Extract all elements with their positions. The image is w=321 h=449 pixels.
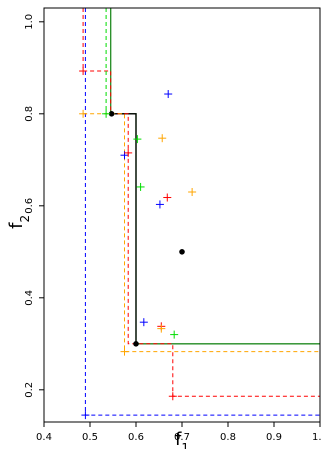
y-tick-label: 0.2 bbox=[24, 382, 35, 398]
data-point-plus bbox=[168, 392, 177, 401]
data-point-plus bbox=[163, 193, 172, 202]
data-point-dot bbox=[133, 341, 139, 347]
data-point-plus bbox=[164, 90, 173, 99]
x-axis-label: f1 bbox=[175, 429, 189, 449]
y-axis-label-main: f bbox=[6, 222, 27, 229]
data-point-plus bbox=[139, 318, 148, 327]
x-tick-label: 0.7 bbox=[174, 432, 190, 443]
data-point-plus bbox=[136, 182, 145, 191]
x-tick-label: 0.6 bbox=[128, 432, 144, 443]
data-point-plus bbox=[157, 324, 166, 333]
y-tick-label: 0.6 bbox=[24, 198, 35, 214]
data-point-plus bbox=[158, 134, 167, 143]
y-tick-label: 1.0 bbox=[24, 14, 35, 30]
x-tick-label: 0.4 bbox=[36, 432, 52, 443]
data-point-plus bbox=[124, 148, 133, 157]
data-point-plus bbox=[102, 109, 111, 118]
data-point-plus bbox=[188, 188, 197, 196]
data-point-plus bbox=[79, 109, 88, 118]
attainment-front-line bbox=[110, 8, 320, 345]
x-axis-label-main: f bbox=[175, 429, 182, 449]
x-tick-label: 0.8 bbox=[220, 432, 236, 443]
y-axis-label: f2 bbox=[6, 215, 32, 229]
x-axis: 0.4 0.5 0.6 0.7 0.8 0.9 1.0 bbox=[36, 422, 321, 443]
data-point-plus bbox=[79, 67, 88, 76]
data-point-plus bbox=[155, 200, 164, 209]
x-axis-label-subscript: 1 bbox=[181, 441, 189, 449]
data-point-plus bbox=[133, 135, 142, 144]
attainment-front-line bbox=[84, 8, 320, 416]
data-point-dot bbox=[108, 111, 115, 117]
y-tick-label: 0.8 bbox=[24, 106, 35, 122]
attainment-front-line bbox=[111, 113, 137, 344]
plot-content bbox=[79, 8, 320, 420]
data-point-plus bbox=[81, 411, 90, 420]
y-tick-label: 0.4 bbox=[24, 290, 35, 306]
y-axis-label-subscript: 2 bbox=[18, 215, 32, 223]
data-point-plus bbox=[170, 330, 179, 339]
x-tick-label: 0.9 bbox=[266, 432, 282, 443]
data-point-plus bbox=[120, 347, 129, 356]
y-axis: 0.2 0.4 0.6 0.8 1.0 bbox=[24, 14, 44, 398]
data-point-dot bbox=[179, 249, 185, 255]
attainment-front-line bbox=[82, 8, 320, 397]
attainment-front-line bbox=[83, 113, 320, 353]
x-tick-label: 1.0 bbox=[312, 432, 321, 443]
x-tick-label: 0.5 bbox=[82, 432, 98, 443]
